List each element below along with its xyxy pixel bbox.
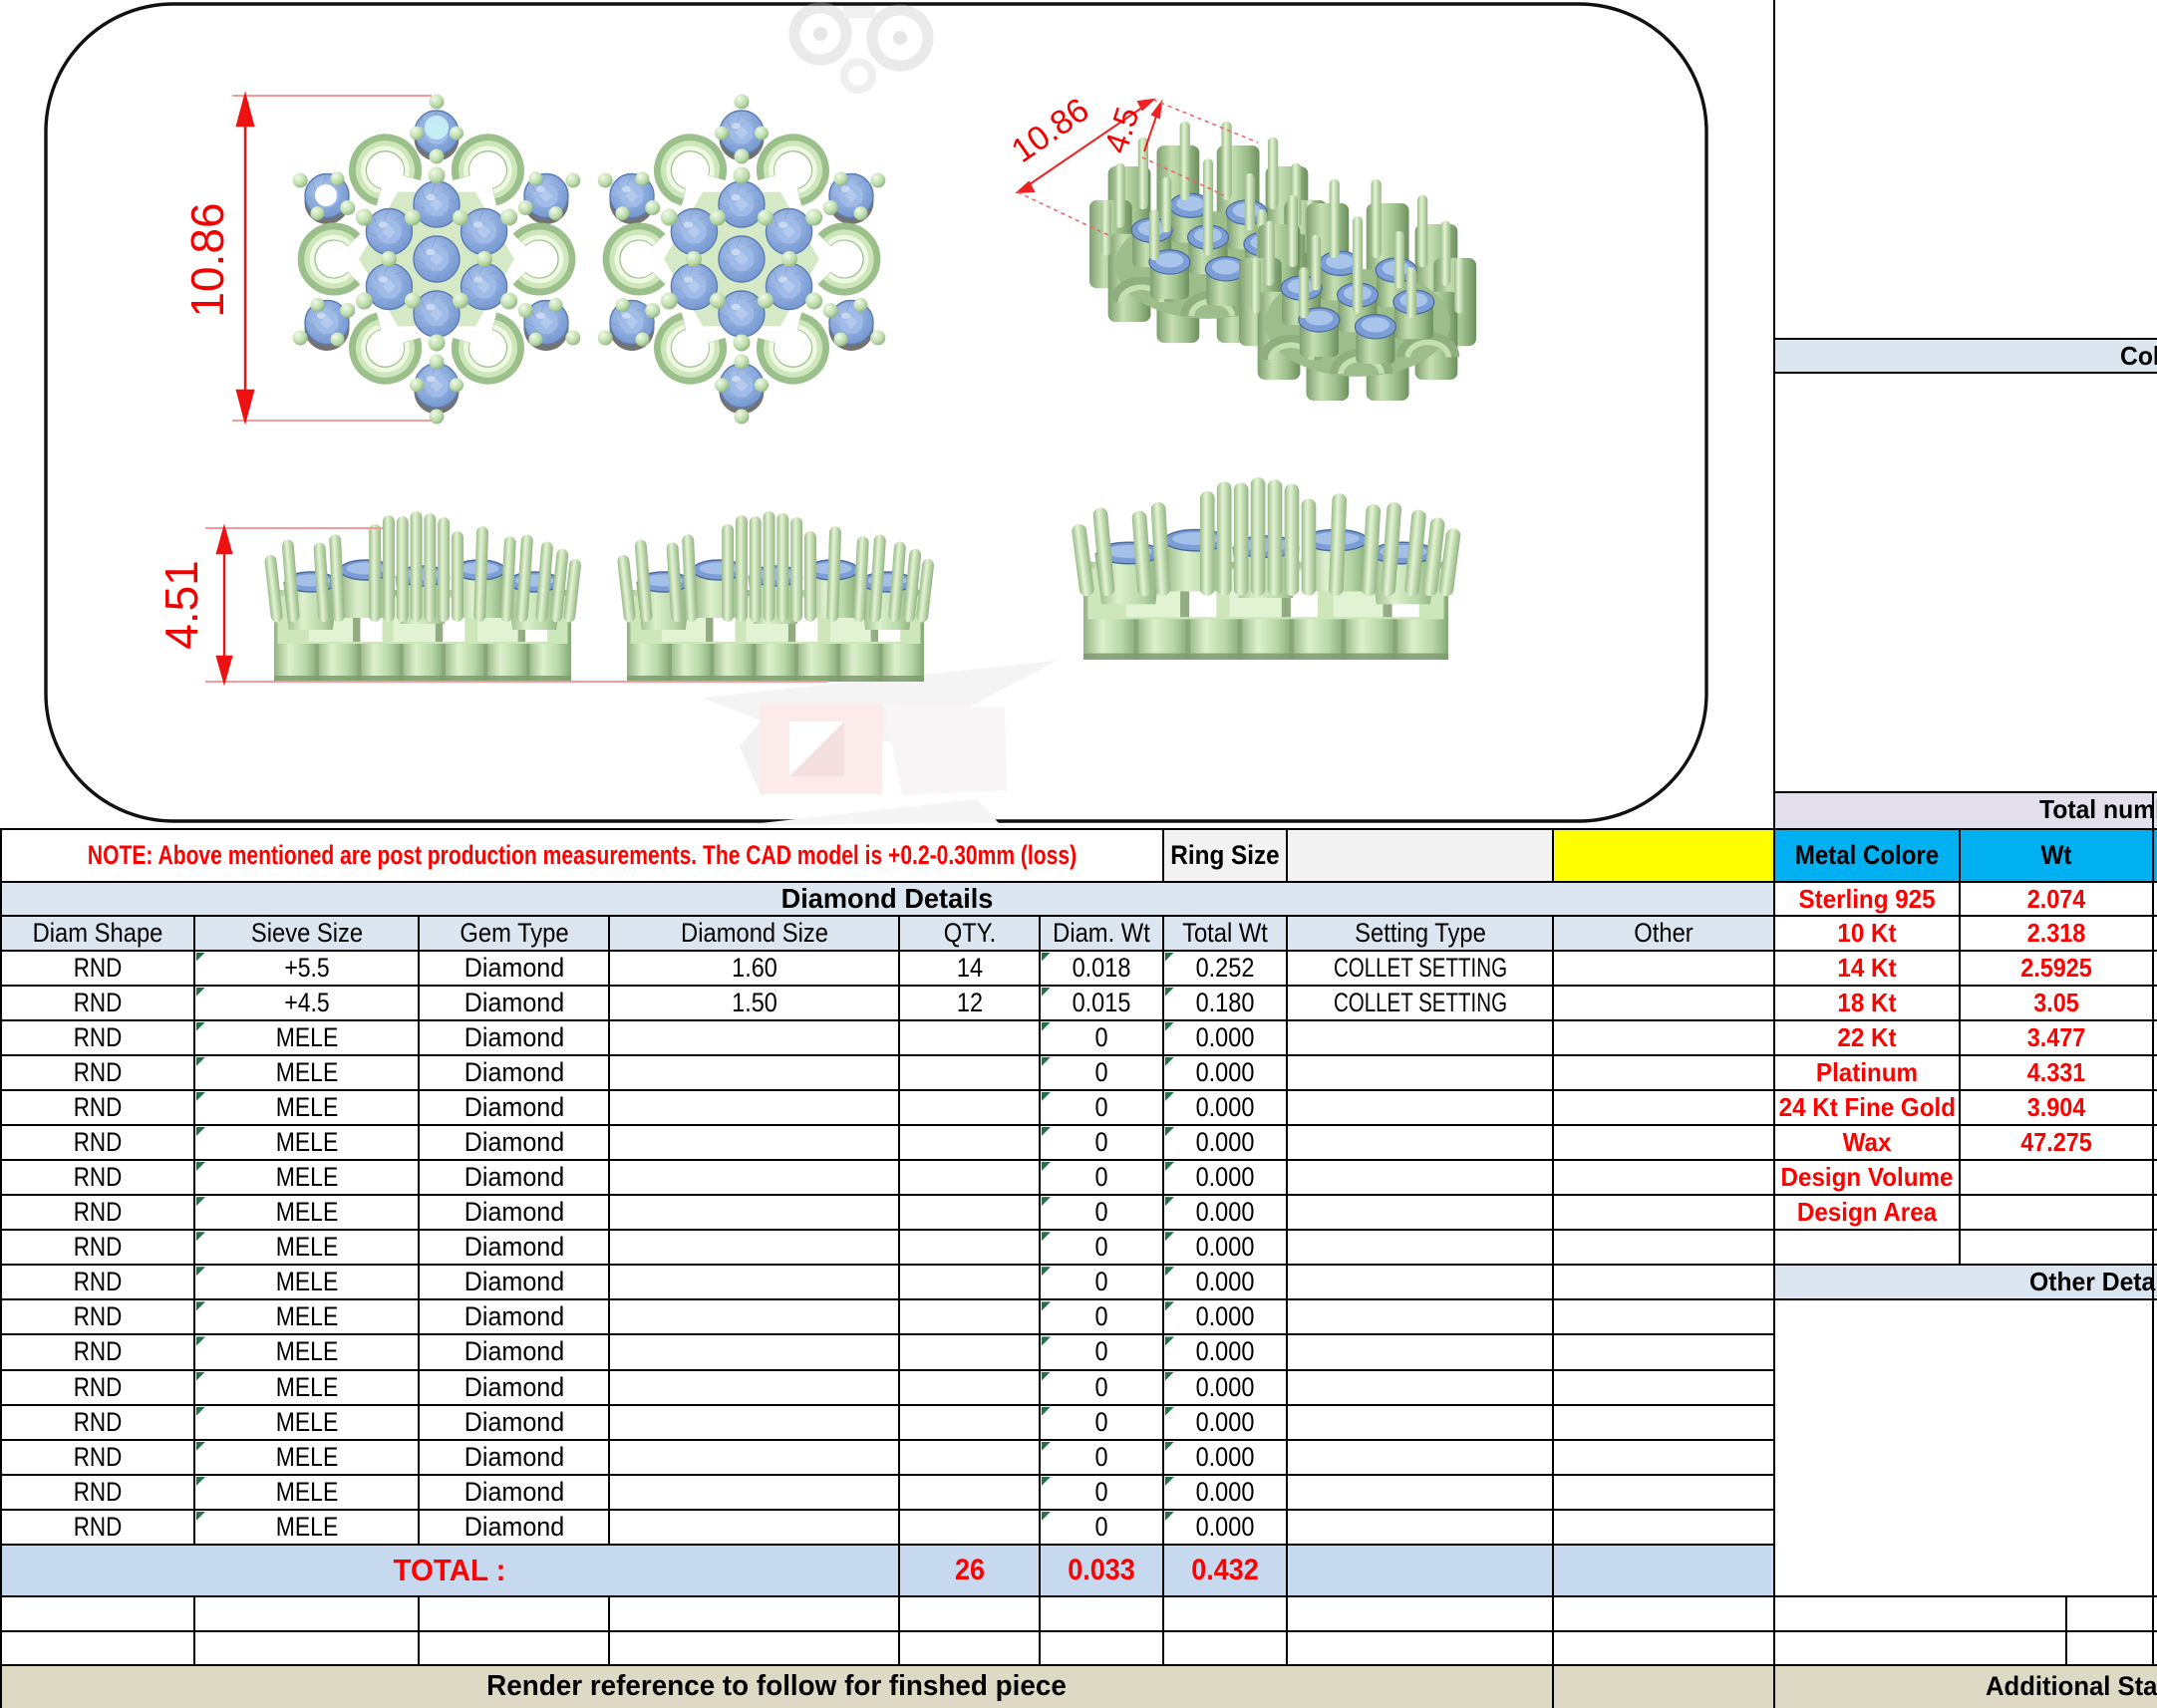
svg-text:10.86: 10.86	[181, 202, 233, 317]
svg-text:4.51: 4.51	[155, 560, 207, 650]
svg-text:10.86: 10.86	[1005, 91, 1096, 170]
